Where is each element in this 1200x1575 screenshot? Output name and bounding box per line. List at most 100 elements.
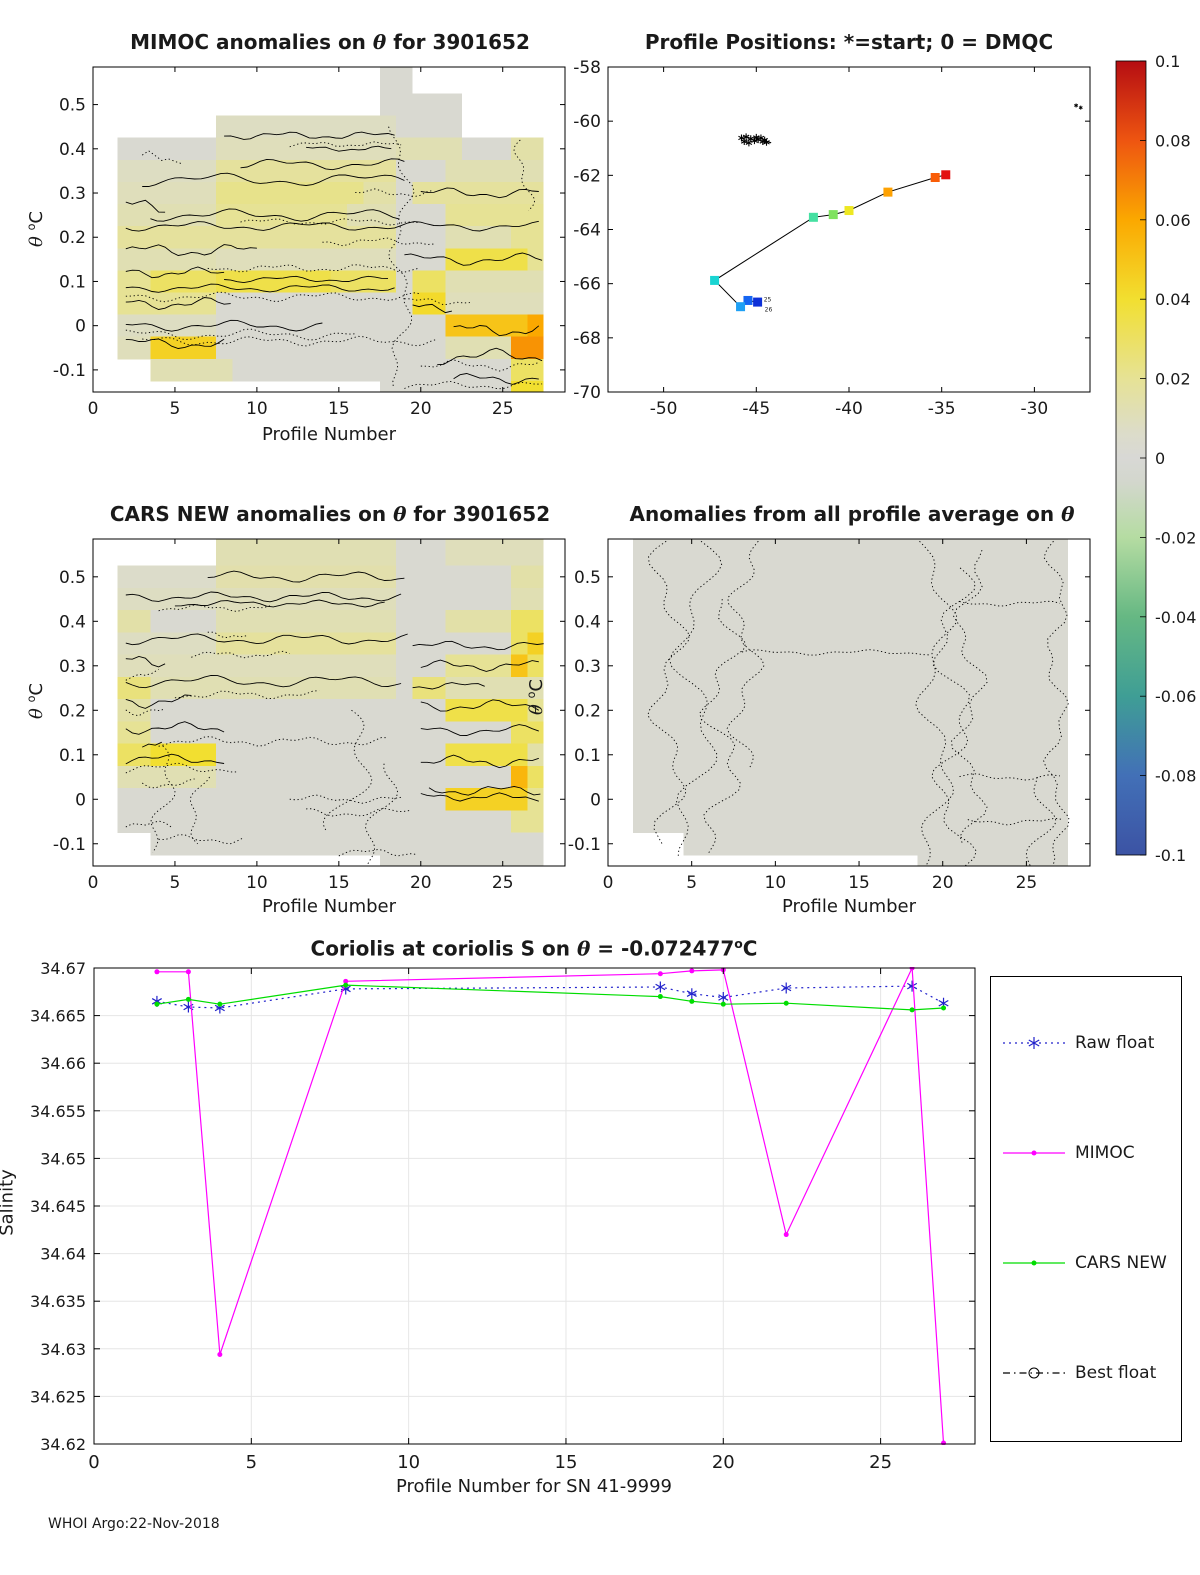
heatmap-cell — [733, 765, 751, 789]
panel-anomalies-from-average: 0 5 10 15 20 250.50.40.30.20.10-0.1 — [568, 538, 1091, 893]
heatmap-cell — [984, 565, 1002, 589]
heatmap-cell — [199, 632, 216, 656]
heatmap-cell — [199, 181, 216, 205]
heatmap-cell — [363, 565, 380, 589]
heatmap-cell — [265, 699, 282, 722]
contour-line-dotted — [420, 359, 539, 372]
heatmap-cell — [783, 765, 801, 789]
series-marker — [909, 1007, 915, 1013]
ylabel-salinity: Salinity — [0, 1169, 18, 1236]
x-tick-label: 5 — [246, 1452, 257, 1473]
heatmap-cell — [347, 226, 364, 249]
heatmap-cell — [917, 632, 935, 656]
contour-line-solid — [125, 633, 408, 646]
heatmap-cell — [1001, 788, 1019, 811]
heatmap-cell — [478, 832, 495, 856]
series-marker — [941, 1440, 947, 1445]
heatmap-cell — [867, 610, 885, 633]
heatmap-cell — [396, 93, 413, 117]
heatmap-cell — [510, 565, 528, 589]
heatmap-cell — [150, 632, 167, 656]
heatmap-cell — [478, 226, 495, 249]
series-line-mimoc — [156, 967, 945, 1444]
contour-line-dotted — [240, 218, 418, 226]
heatmap-cell — [330, 587, 348, 611]
heatmap-cell — [716, 539, 734, 567]
heatmap-cell — [750, 810, 767, 834]
heatmap-cell — [117, 743, 134, 767]
heatmap-cell — [232, 788, 249, 811]
heatmap-cell — [445, 654, 462, 678]
heatmap-cell — [215, 204, 233, 227]
heatmap-cell — [527, 765, 544, 789]
heatmap-cell — [917, 721, 935, 745]
heatmap-cell — [951, 788, 968, 811]
heatmap-cell — [850, 743, 868, 767]
heatmap-cell — [314, 358, 331, 382]
heatmap-cell — [330, 632, 348, 656]
heatmap-cell — [232, 810, 249, 834]
heatmap-cell — [330, 314, 348, 338]
heatmap-cell — [232, 539, 249, 567]
heatmap-cell — [314, 539, 331, 567]
heatmap-cell — [900, 699, 918, 722]
heatmap-cell — [510, 181, 528, 205]
heatmap-cell — [281, 565, 298, 589]
heatmap-cell — [445, 115, 462, 139]
y-tick-label: -66 — [573, 275, 601, 295]
heatmap-cell — [133, 810, 151, 834]
heatmap-cell — [494, 358, 511, 382]
start-asterisk-marker — [745, 139, 753, 147]
contour-line-solid — [125, 297, 231, 310]
heatmap-cell — [428, 115, 446, 139]
heatmap-cell — [700, 699, 717, 722]
heatmap-cell — [199, 610, 216, 633]
profile-position-marker — [736, 302, 746, 312]
heatmap-cell — [666, 721, 684, 745]
heatmap-cell — [347, 314, 364, 338]
heatmap-cell — [800, 699, 818, 722]
heatmap-cell — [396, 743, 413, 767]
heatmap-cell — [478, 676, 495, 700]
heatmap-cell — [527, 159, 544, 183]
heatmap-cell — [445, 539, 462, 567]
heatmap-cell — [917, 565, 935, 589]
heatmap-cell — [166, 292, 184, 316]
heatmap-cell — [428, 137, 446, 161]
y-tick-label: -0.1 — [568, 835, 601, 855]
heatmap-cell — [649, 565, 667, 589]
profile-position-marker — [828, 210, 838, 220]
heatmap-cell — [215, 270, 233, 294]
heatmap-cell — [314, 115, 331, 139]
heatmap-cell — [633, 654, 650, 678]
heatmap-cell — [379, 226, 397, 249]
heatmap-cell — [379, 765, 397, 789]
heatmap-cell — [117, 765, 134, 789]
heatmap-cell — [166, 810, 184, 834]
heatmap-cell — [232, 587, 249, 611]
heatmap-cell — [183, 336, 200, 360]
heatmap-cell — [783, 743, 801, 767]
heatmap-cell — [133, 314, 151, 338]
heatmap-cell — [666, 676, 684, 700]
heatmap-cell — [265, 181, 282, 205]
heatmap-cell — [527, 539, 544, 567]
heatmap-cell — [494, 832, 511, 856]
heatmap-cell — [117, 226, 134, 249]
axes-box — [92, 66, 566, 393]
heatmap-cell — [232, 292, 249, 316]
contour-line-solid — [174, 599, 385, 608]
heatmap-cell — [494, 788, 511, 811]
heatmap-cell — [199, 765, 216, 789]
heatmap-cell — [379, 699, 397, 722]
heatmap-cell — [347, 292, 364, 316]
heatmap-cell — [1001, 832, 1019, 856]
heatmap-cell — [527, 292, 544, 316]
contour-line-solid — [420, 754, 539, 769]
heatmap-cell — [884, 765, 901, 789]
profile-position-marker — [930, 173, 940, 182]
heatmap-cell — [412, 788, 429, 811]
heatmap-cell — [833, 632, 851, 656]
heatmap-cell — [800, 743, 818, 767]
heatmap-cell — [884, 565, 901, 589]
